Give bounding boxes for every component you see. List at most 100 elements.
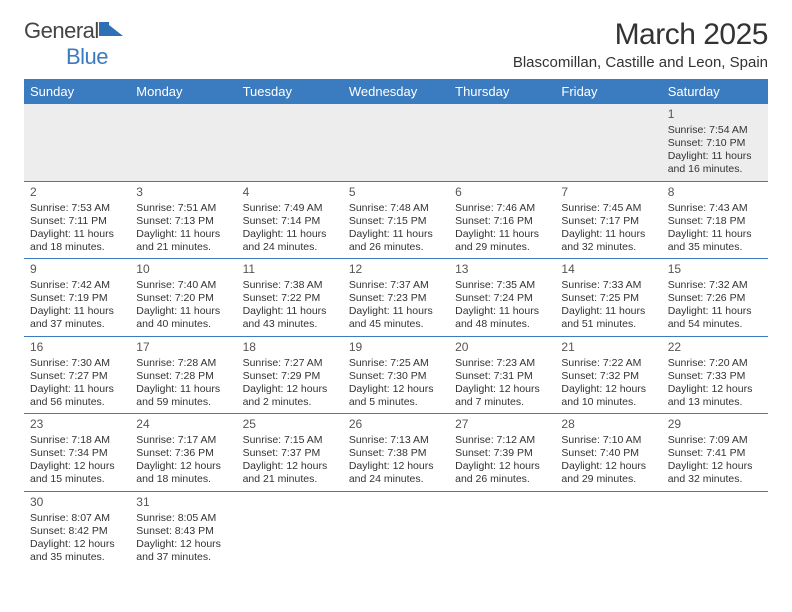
daylight-line: Daylight: 12 hours and 15 minutes. (30, 460, 124, 486)
calendar-day-cell: 12Sunrise: 7:37 AMSunset: 7:23 PMDayligh… (343, 259, 449, 337)
sunset-line: Sunset: 7:26 PM (668, 292, 762, 305)
calendar-empty-cell (662, 491, 768, 568)
day-number: 16 (30, 340, 124, 355)
sunset-line: Sunset: 7:22 PM (243, 292, 337, 305)
sunrise-line: Sunrise: 7:09 AM (668, 434, 762, 447)
daylight-line: Daylight: 12 hours and 18 minutes. (136, 460, 230, 486)
calendar-day-cell: 11Sunrise: 7:38 AMSunset: 7:22 PMDayligh… (237, 259, 343, 337)
sunrise-line: Sunrise: 7:22 AM (561, 357, 655, 370)
sunrise-line: Sunrise: 7:27 AM (243, 357, 337, 370)
calendar-day-cell: 22Sunrise: 7:20 AMSunset: 7:33 PMDayligh… (662, 336, 768, 414)
sunrise-line: Sunrise: 7:49 AM (243, 202, 337, 215)
logo-word1: General (24, 18, 99, 43)
calendar-day-cell: 27 Sunrise: 7:12 AMSunset: 7:39 PMDayligh… (449, 414, 555, 492)
daylight-line: Daylight: 12 hours and 10 minutes. (561, 383, 655, 409)
calendar-day-cell: 28 Sunrise: 7:10 AMSunset: 7:40 PMDayligh… (555, 414, 661, 492)
calendar-week-row: 23Sunrise: 7:18 AMSunset: 7:34 PMDayligh… (24, 414, 768, 492)
sunrise-line: Sunrise: 7:15 AM (243, 434, 337, 447)
day-number: 26 (349, 417, 443, 432)
daylight-line: Daylight: 12 hours and 24 minutes. (349, 460, 443, 486)
sunrise-line: Sunrise: 7:13 AM (349, 434, 443, 447)
sunset-line: Sunset: 7:10 PM (668, 137, 762, 150)
calendar-empty-cell (449, 491, 555, 568)
day-number: 22 (668, 340, 762, 355)
daylight-line: Daylight: 11 hours and 48 minutes. (455, 305, 549, 331)
sunrise-line: Sunrise: 7:25 AM (349, 357, 443, 370)
sunset-line: Sunset: 7:37 PM (243, 447, 337, 460)
calendar-day-cell: 5Sunrise: 7:48 AMSunset: 7:15 PMDaylight… (343, 181, 449, 259)
weekday-header: Friday (555, 79, 661, 104)
weekday-header: Sunday (24, 79, 130, 104)
sunrise-line: Sunrise: 7:12 AM (455, 434, 549, 447)
calendar-empty-cell (237, 104, 343, 181)
calendar-day-cell: 23Sunrise: 7:18 AMSunset: 7:34 PMDayligh… (24, 414, 130, 492)
sunrise-line: Sunrise: 7:30 AM (30, 357, 124, 370)
day-number: 23 (30, 417, 124, 432)
daylight-line: Daylight: 11 hours and 32 minutes. (561, 228, 655, 254)
daylight-line: Daylight: 11 hours and 43 minutes. (243, 305, 337, 331)
day-number: 1 (668, 107, 762, 122)
calendar-day-cell: 4Sunrise: 7:49 AMSunset: 7:14 PMDaylight… (237, 181, 343, 259)
daylight-line: Daylight: 11 hours and 26 minutes. (349, 228, 443, 254)
day-number: 5 (349, 185, 443, 200)
logo: GeneralBlue (24, 18, 125, 70)
calendar-day-cell: 25Sunrise: 7:15 AMSunset: 7:37 PMDayligh… (237, 414, 343, 492)
daylight-line: Daylight: 11 hours and 59 minutes. (136, 383, 230, 409)
sunrise-line: Sunrise: 8:05 AM (136, 512, 230, 525)
daylight-line: Daylight: 12 hours and 32 minutes. (668, 460, 762, 486)
calendar-day-cell: 21Sunrise: 7:22 AMSunset: 7:32 PMDayligh… (555, 336, 661, 414)
day-number: 28 (561, 417, 655, 432)
sunset-line: Sunset: 7:23 PM (349, 292, 443, 305)
sunrise-line: Sunrise: 7:51 AM (136, 202, 230, 215)
calendar-empty-cell (343, 491, 449, 568)
day-number: 21 (561, 340, 655, 355)
day-number: 30 (30, 495, 124, 510)
day-number: 9 (30, 262, 124, 277)
calendar-day-cell: 29Sunrise: 7:09 AMSunset: 7:41 PMDayligh… (662, 414, 768, 492)
sunset-line: Sunset: 7:40 PM (561, 447, 655, 460)
daylight-line: Daylight: 11 hours and 16 minutes. (668, 150, 762, 176)
calendar-day-cell: 15Sunrise: 7:32 AMSunset: 7:26 PMDayligh… (662, 259, 768, 337)
calendar-week-row: 1Sunrise: 7:54 AMSunset: 7:10 PMDaylight… (24, 104, 768, 181)
day-number: 10 (136, 262, 230, 277)
daylight-line: Daylight: 12 hours and 26 minutes. (455, 460, 549, 486)
calendar-empty-cell (237, 491, 343, 568)
day-number: 2 (30, 185, 124, 200)
sunset-line: Sunset: 7:16 PM (455, 215, 549, 228)
sunset-line: Sunset: 7:17 PM (561, 215, 655, 228)
day-number: 7 (561, 185, 655, 200)
calendar-day-cell: 24Sunrise: 7:17 AMSunset: 7:36 PMDayligh… (130, 414, 236, 492)
calendar-day-cell: 8Sunrise: 7:43 AMSunset: 7:18 PMDaylight… (662, 181, 768, 259)
day-number: 27 (455, 417, 549, 432)
day-number: 15 (668, 262, 762, 277)
day-number: 17 (136, 340, 230, 355)
daylight-line: Daylight: 11 hours and 40 minutes. (136, 305, 230, 331)
day-number: 13 (455, 262, 549, 277)
daylight-line: Daylight: 11 hours and 54 minutes. (668, 305, 762, 331)
calendar-empty-cell (343, 104, 449, 181)
sunset-line: Sunset: 7:27 PM (30, 370, 124, 383)
daylight-line: Daylight: 12 hours and 37 minutes. (136, 538, 230, 564)
sunrise-line: Sunrise: 7:43 AM (668, 202, 762, 215)
sunset-line: Sunset: 7:14 PM (243, 215, 337, 228)
sunrise-line: Sunrise: 7:10 AM (561, 434, 655, 447)
day-number: 24 (136, 417, 230, 432)
sunset-line: Sunset: 7:31 PM (455, 370, 549, 383)
calendar-body: 1Sunrise: 7:54 AMSunset: 7:10 PMDaylight… (24, 104, 768, 568)
logo-text: GeneralBlue (24, 18, 125, 70)
daylight-line: Daylight: 11 hours and 24 minutes. (243, 228, 337, 254)
daylight-line: Daylight: 12 hours and 29 minutes. (561, 460, 655, 486)
day-number: 31 (136, 495, 230, 510)
sunset-line: Sunset: 7:11 PM (30, 215, 124, 228)
day-number: 14 (561, 262, 655, 277)
sunset-line: Sunset: 7:39 PM (455, 447, 549, 460)
calendar-page: GeneralBlue March 2025 Blascomillan, Cas… (0, 0, 792, 612)
calendar-day-cell: 18Sunrise: 7:27 AMSunset: 7:29 PMDayligh… (237, 336, 343, 414)
calendar-empty-cell (555, 104, 661, 181)
sunrise-line: Sunrise: 7:42 AM (30, 279, 124, 292)
daylight-line: Daylight: 11 hours and 29 minutes. (455, 228, 549, 254)
calendar-day-cell: 30Sunrise: 8:07 AMSunset: 8:42 PMDayligh… (24, 491, 130, 568)
calendar-empty-cell (24, 104, 130, 181)
calendar-week-row: 9Sunrise: 7:42 AMSunset: 7:19 PMDaylight… (24, 259, 768, 337)
daylight-line: Daylight: 11 hours and 51 minutes. (561, 305, 655, 331)
